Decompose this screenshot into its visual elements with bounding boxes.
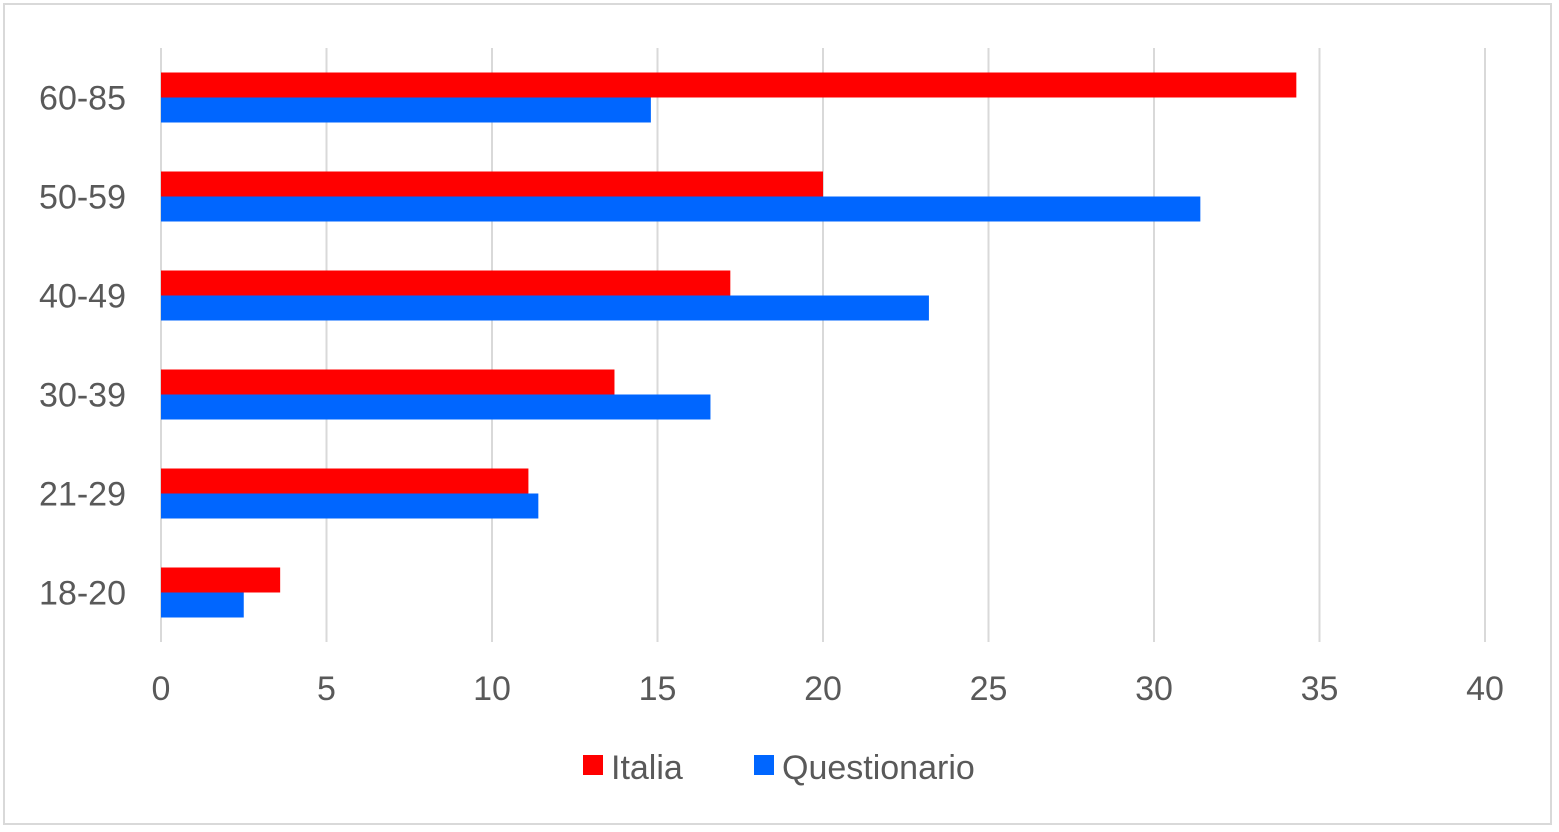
y-category-label: 18-20	[39, 575, 126, 613]
legend-label: Italia	[611, 749, 683, 787]
bar-italia-21-29	[161, 468, 529, 494]
bar-questionario-50-59	[161, 196, 1201, 222]
x-tick-label: 25	[970, 670, 1008, 708]
legend-item-italia: Italia	[583, 749, 683, 787]
legend-label: Questionario	[782, 749, 975, 787]
x-tick-label: 35	[1301, 670, 1339, 708]
y-axis: 60-85 50-59 40-49 30-39 21-29 18-20	[39, 80, 126, 613]
bar-italia-30-39	[161, 369, 615, 395]
bar-italia-60-85	[161, 72, 1297, 98]
legend-swatch	[583, 755, 603, 775]
legend: Italia Questionario	[583, 749, 975, 787]
y-category-label: 60-85	[39, 80, 126, 118]
bar-questionario-40-49	[161, 295, 929, 321]
bar-questionario-60-85	[161, 97, 651, 123]
x-tick-label: 5	[317, 670, 336, 708]
bar-questionario-18-20	[161, 592, 244, 618]
legend-item-questionario: Questionario	[754, 749, 975, 787]
x-tick-label: 40	[1466, 670, 1504, 708]
bar-italia-18-20	[161, 567, 281, 593]
y-category-label: 21-29	[39, 476, 126, 514]
bar-questionario-30-39	[161, 394, 711, 420]
y-category-label: 50-59	[39, 179, 126, 217]
gridlines	[160, 48, 1486, 642]
x-tick-label: 30	[1135, 670, 1173, 708]
y-category-label: 40-49	[39, 278, 126, 316]
x-tick-label: 0	[152, 670, 171, 708]
bar-italia-50-59	[161, 171, 823, 197]
bars	[161, 72, 1297, 618]
x-tick-label: 10	[473, 670, 511, 708]
bar-italia-40-49	[161, 270, 731, 296]
x-tick-label: 20	[804, 670, 842, 708]
x-axis: 0 5 10 15 20 25 30 35 40	[152, 670, 1504, 708]
legend-swatch	[754, 755, 774, 775]
bar-questionario-21-29	[161, 493, 539, 519]
x-tick-label: 15	[639, 670, 677, 708]
y-category-label: 30-39	[39, 377, 126, 415]
